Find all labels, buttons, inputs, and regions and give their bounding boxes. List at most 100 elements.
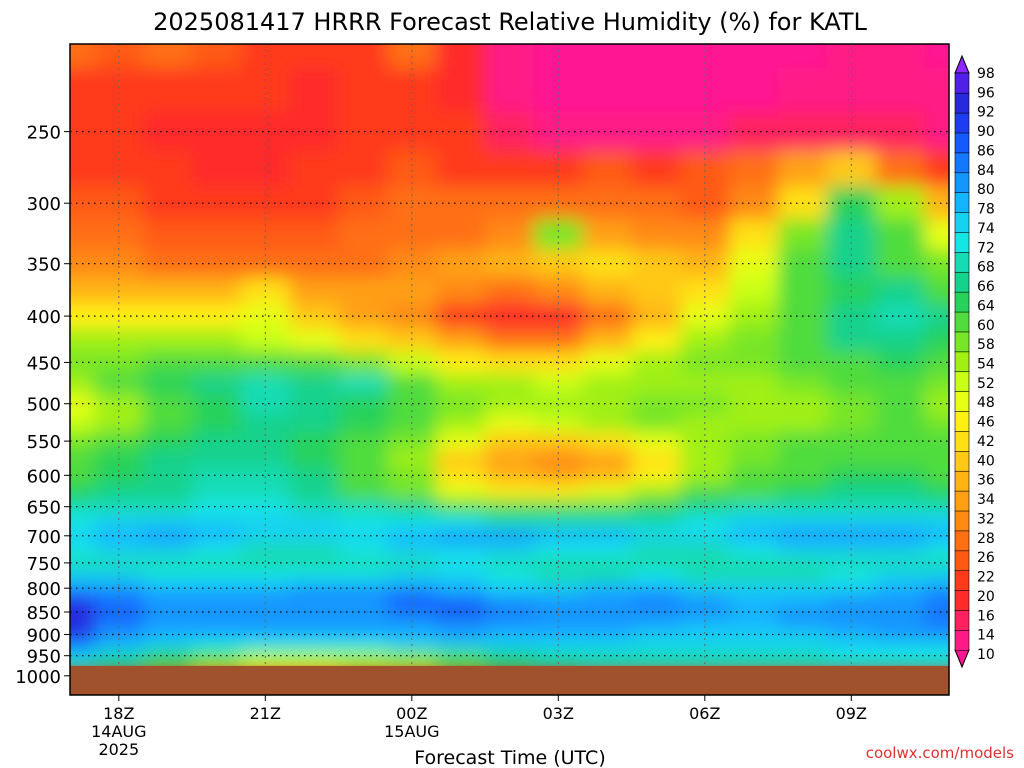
heatmap-cell bbox=[240, 606, 291, 619]
heatmap-cell bbox=[631, 219, 682, 251]
heatmap-cell bbox=[192, 528, 242, 544]
heatmap-cell bbox=[875, 249, 926, 279]
heatmap-cell bbox=[485, 514, 535, 530]
heatmap-cell bbox=[192, 629, 242, 641]
heatmap-cell bbox=[875, 277, 926, 305]
heatmap-cell bbox=[631, 660, 682, 669]
heatmap-cell bbox=[875, 328, 926, 353]
heatmap-cell bbox=[338, 67, 389, 113]
heatmap-cell bbox=[143, 660, 193, 669]
colorbar-segment bbox=[954, 152, 970, 174]
heatmap-cell bbox=[875, 499, 926, 515]
heatmap-cell bbox=[485, 328, 535, 353]
heatmap-cell bbox=[240, 483, 291, 500]
heatmap-cell bbox=[94, 514, 144, 530]
colorbar-label: 42 bbox=[977, 434, 995, 450]
x-tick-label: 09Z bbox=[836, 704, 867, 723]
heatmap-cell bbox=[680, 483, 730, 500]
heatmap-cell bbox=[289, 393, 340, 415]
heatmap-cell bbox=[826, 467, 877, 485]
heatmap-cell bbox=[826, 219, 877, 251]
heatmap-cell bbox=[778, 514, 828, 530]
heatmap-cell bbox=[436, 569, 486, 583]
heatmap-cell bbox=[289, 186, 340, 220]
heatmap-cell bbox=[631, 499, 682, 515]
heatmap-cell bbox=[924, 606, 949, 619]
heatmap-cell bbox=[485, 44, 535, 69]
heatmap-cell bbox=[436, 277, 486, 305]
heatmap-cell bbox=[338, 373, 389, 395]
heatmap-cell bbox=[94, 150, 144, 188]
heatmap-cell bbox=[289, 660, 340, 669]
heatmap-cell bbox=[436, 219, 486, 251]
heatmap-cell bbox=[192, 67, 242, 113]
heatmap-cell bbox=[338, 629, 389, 641]
colorbar-label: 40 bbox=[977, 453, 995, 469]
heatmap-cell bbox=[387, 150, 437, 188]
y-tick-label: 600 bbox=[27, 466, 61, 487]
heatmap-cell bbox=[485, 219, 535, 251]
y-tick-label: 750 bbox=[27, 554, 61, 575]
heatmap-cell bbox=[192, 150, 242, 188]
heatmap-cell bbox=[338, 556, 389, 571]
heatmap-cell bbox=[582, 277, 633, 305]
heatmap-cell bbox=[875, 606, 926, 619]
colorbar-label: 22 bbox=[977, 570, 995, 586]
heatmap-cell bbox=[289, 556, 340, 571]
heatmap-cell bbox=[485, 467, 535, 485]
x-axis-label: Forecast Time (UTC) bbox=[414, 747, 605, 768]
heatmap-cell bbox=[387, 617, 437, 630]
heatmap-cell bbox=[143, 450, 193, 468]
humidity-field bbox=[70, 44, 949, 669]
y-tick-label: 800 bbox=[27, 579, 61, 600]
x-tick-label: 21Z bbox=[250, 704, 281, 723]
heatmap-cell bbox=[240, 467, 291, 485]
heatmap-cell bbox=[289, 351, 340, 374]
heatmap-cell bbox=[192, 186, 242, 220]
heatmap-cell bbox=[338, 569, 389, 583]
heatmap-cell bbox=[70, 617, 96, 630]
heatmap-cell bbox=[485, 277, 535, 305]
heatmap-cell bbox=[631, 351, 682, 374]
heatmap-cell bbox=[143, 483, 193, 500]
y-tick-label: 700 bbox=[27, 527, 61, 548]
heatmap-cell bbox=[924, 393, 949, 415]
heatmap-cell bbox=[778, 219, 828, 251]
heatmap-cell bbox=[582, 67, 633, 113]
heatmap-cell bbox=[582, 650, 633, 662]
heatmap-cell bbox=[924, 660, 949, 669]
heatmap-cell bbox=[729, 569, 779, 583]
heatmap-cell bbox=[778, 328, 828, 353]
heatmap-cell bbox=[485, 629, 535, 641]
heatmap-cell bbox=[289, 594, 340, 607]
heatmap-cell bbox=[338, 277, 389, 305]
colorbar-segment bbox=[954, 271, 970, 293]
heatmap-cell bbox=[582, 150, 633, 188]
heatmap-cell bbox=[778, 44, 828, 69]
heatmap-cell bbox=[631, 432, 682, 451]
heatmap-cell bbox=[94, 373, 144, 395]
heatmap-cell bbox=[436, 373, 486, 395]
heatmap-cell bbox=[826, 556, 877, 571]
heatmap-cell bbox=[192, 606, 242, 619]
heatmap-cell bbox=[875, 629, 926, 641]
heatmap-cell bbox=[875, 186, 926, 220]
heatmap-cell bbox=[680, 556, 730, 571]
heatmap-cell bbox=[70, 413, 96, 433]
heatmap-cell bbox=[70, 150, 96, 188]
heatmap-cell bbox=[192, 328, 242, 353]
heatmap-cell bbox=[729, 277, 779, 305]
heatmap-cell bbox=[631, 111, 682, 152]
heatmap-cell bbox=[192, 467, 242, 485]
heatmap-cell bbox=[289, 639, 340, 652]
x-tick-label: 00Z bbox=[396, 704, 427, 723]
heatmap-cell bbox=[70, 277, 96, 305]
colorbar-segment bbox=[954, 331, 970, 353]
heatmap-cell bbox=[729, 542, 779, 558]
heatmap-cell bbox=[924, 556, 949, 571]
heatmap-cell bbox=[143, 594, 193, 607]
heatmap-cell bbox=[485, 639, 535, 652]
heatmap-cell bbox=[485, 373, 535, 395]
